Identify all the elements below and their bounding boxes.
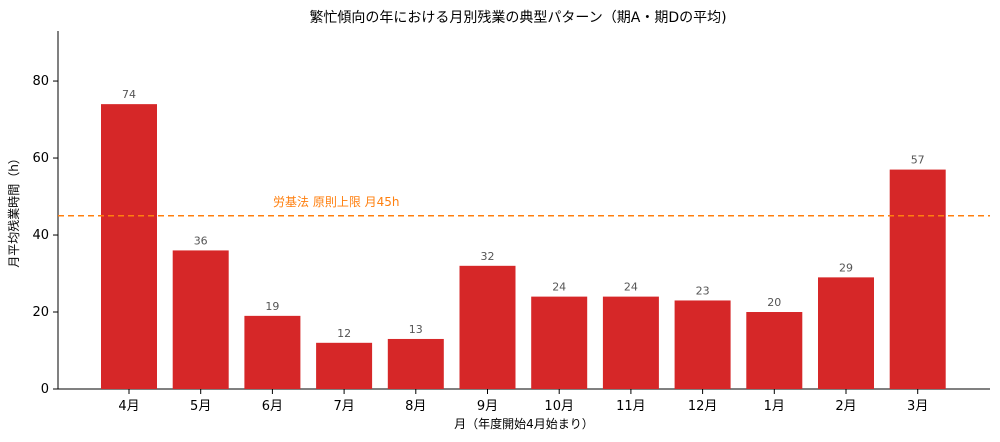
x-tick-label: 11月 xyxy=(616,399,646,414)
bars xyxy=(101,104,946,390)
x-ticks: 4月 5月 6月 7月 8月 9月 10月 11月 12月 1月 2月 3月 xyxy=(118,389,928,414)
y-tick-label: 0 xyxy=(41,382,49,397)
x-tick-label: 5月 xyxy=(190,399,211,414)
bar-value-label: 23 xyxy=(696,284,710,297)
bar xyxy=(459,265,516,389)
x-tick-label: 10月 xyxy=(544,399,574,414)
bar xyxy=(746,312,803,389)
bar-value-label: 24 xyxy=(552,281,566,294)
x-tick-label: 7月 xyxy=(333,399,354,414)
bar-value-label: 20 xyxy=(767,296,781,309)
bar xyxy=(889,169,946,389)
x-tick-label: 3月 xyxy=(907,399,928,414)
bar xyxy=(674,300,731,389)
y-tick-label: 20 xyxy=(32,305,49,320)
bar-value-label: 12 xyxy=(337,327,351,340)
y-tick-label: 80 xyxy=(32,74,49,89)
bar xyxy=(316,342,373,389)
x-tick-label: 1月 xyxy=(764,399,785,414)
y-tick-label: 60 xyxy=(32,151,49,166)
bar-value-label: 74 xyxy=(122,88,136,101)
reference-line-label: 労基法 原則上限 月45h xyxy=(273,195,400,209)
x-tick-label: 9月 xyxy=(477,399,498,414)
bar xyxy=(387,338,444,389)
x-tick-label: 6月 xyxy=(262,399,283,414)
x-tick-label: 2月 xyxy=(835,399,856,414)
bar xyxy=(101,104,157,390)
bar xyxy=(602,296,659,389)
data-labels: 74 36 19 12 13 32 24 24 23 20 29 57 xyxy=(122,88,925,340)
bar-value-label: 13 xyxy=(409,323,423,336)
y-tick-label: 40 xyxy=(32,228,49,243)
bar xyxy=(818,277,874,389)
chart-title: 繁忙傾向の年における月別残業の典型パターン（期A・期Dの平均) xyxy=(309,10,726,26)
bar-value-label: 19 xyxy=(265,300,279,313)
bar-value-label: 24 xyxy=(624,281,638,294)
bar-value-label: 57 xyxy=(911,154,925,167)
x-tick-label: 4月 xyxy=(118,399,139,414)
bar xyxy=(244,315,301,389)
bar-value-label: 32 xyxy=(481,250,495,263)
y-axis-label: 月平均残業時間（h） xyxy=(7,152,21,268)
y-ticks: 0 20 40 60 80 xyxy=(32,74,58,397)
x-tick-label: 8月 xyxy=(405,399,426,414)
bar-value-label: 29 xyxy=(839,261,853,274)
bar xyxy=(172,250,229,389)
bar xyxy=(531,296,588,389)
bar-value-label: 36 xyxy=(194,234,208,247)
plot-area: 0 20 40 60 80 4月 5月 6月 7月 8月 9月 10月 11月 12月 1月 2月 3月 74… xyxy=(32,31,990,414)
x-axis-label: 月（年度開始4月始まり） xyxy=(454,416,594,431)
x-tick-label: 12月 xyxy=(688,399,718,414)
